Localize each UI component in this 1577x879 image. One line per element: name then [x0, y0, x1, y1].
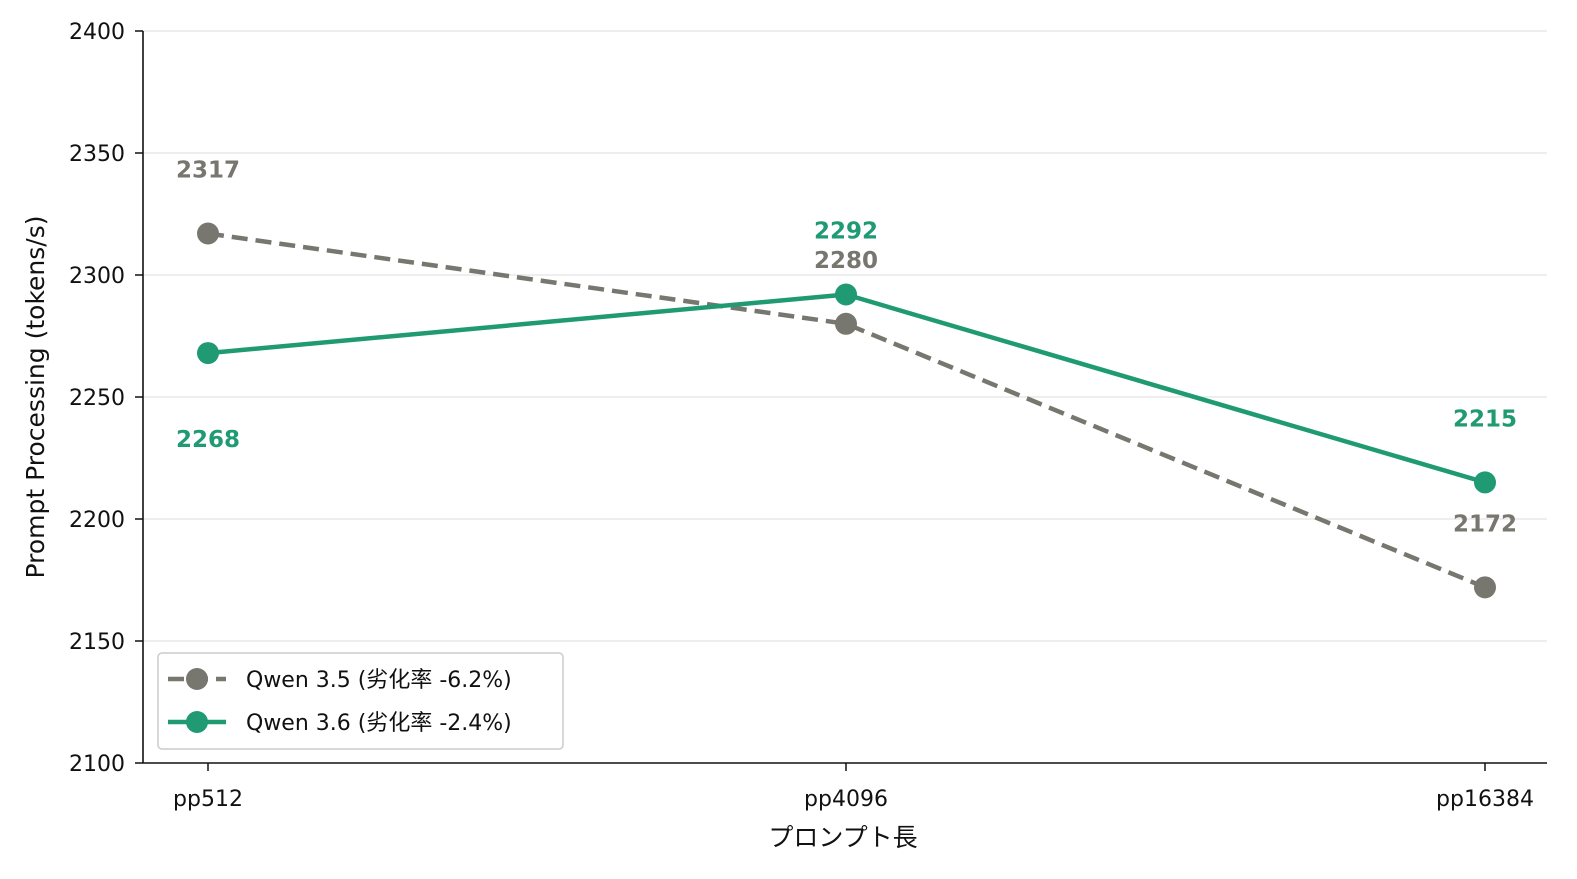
- legend-marker-0: [186, 668, 208, 690]
- data-point: [197, 222, 219, 245]
- data-point: [835, 312, 857, 335]
- x-tick-label: pp4096: [804, 787, 888, 812]
- series-group: [197, 222, 1496, 599]
- x-tick-label: pp16384: [1436, 787, 1534, 812]
- x-axis-label: プロンプト長: [768, 823, 917, 852]
- data-point: [1474, 576, 1496, 599]
- y-tick-label: 2350: [69, 142, 125, 167]
- x-tick-label: pp512: [173, 787, 243, 812]
- data-point: [835, 283, 857, 306]
- data-label: 2172: [1453, 511, 1517, 537]
- legend-entry-1: Qwen 3.6 (劣化率 -2.4%): [246, 711, 512, 736]
- data-label: 2292: [814, 219, 878, 245]
- y-tick-label: 2300: [69, 264, 125, 289]
- data-label: 2268: [176, 427, 240, 453]
- data-label: 2280: [814, 248, 878, 274]
- legend: Qwen 3.5 (劣化率 -6.2%) Qwen 3.6 (劣化率 -2.4%): [157, 652, 564, 750]
- legend-entry-0: Qwen 3.5 (劣化率 -6.2%): [246, 668, 512, 693]
- data-point: [1474, 471, 1496, 494]
- data-label: 2317: [176, 158, 240, 184]
- y-tick-label: 2200: [69, 508, 125, 533]
- grid-lines: [143, 30, 1547, 642]
- y-tick-label: 2100: [69, 752, 125, 777]
- y-axis-ticks: 2100 2150 2200 2250 2300 2350 2400: [69, 20, 143, 777]
- data-labels: 2317 2280 2172 2268 2292 2215: [176, 158, 1517, 538]
- legend-marker-1: [186, 711, 208, 733]
- data-point: [197, 342, 219, 365]
- y-tick-label: 2150: [69, 630, 125, 655]
- y-tick-label: 2400: [69, 20, 125, 45]
- x-axis-ticks: pp512 pp4096 pp16384: [173, 763, 1534, 812]
- y-tick-label: 2250: [69, 386, 125, 411]
- y-axis-label: Prompt Processing (tokens/s): [21, 216, 50, 579]
- series-line-0: [207, 231, 1486, 590]
- data-label: 2215: [1453, 406, 1517, 432]
- legend-box: [157, 652, 564, 750]
